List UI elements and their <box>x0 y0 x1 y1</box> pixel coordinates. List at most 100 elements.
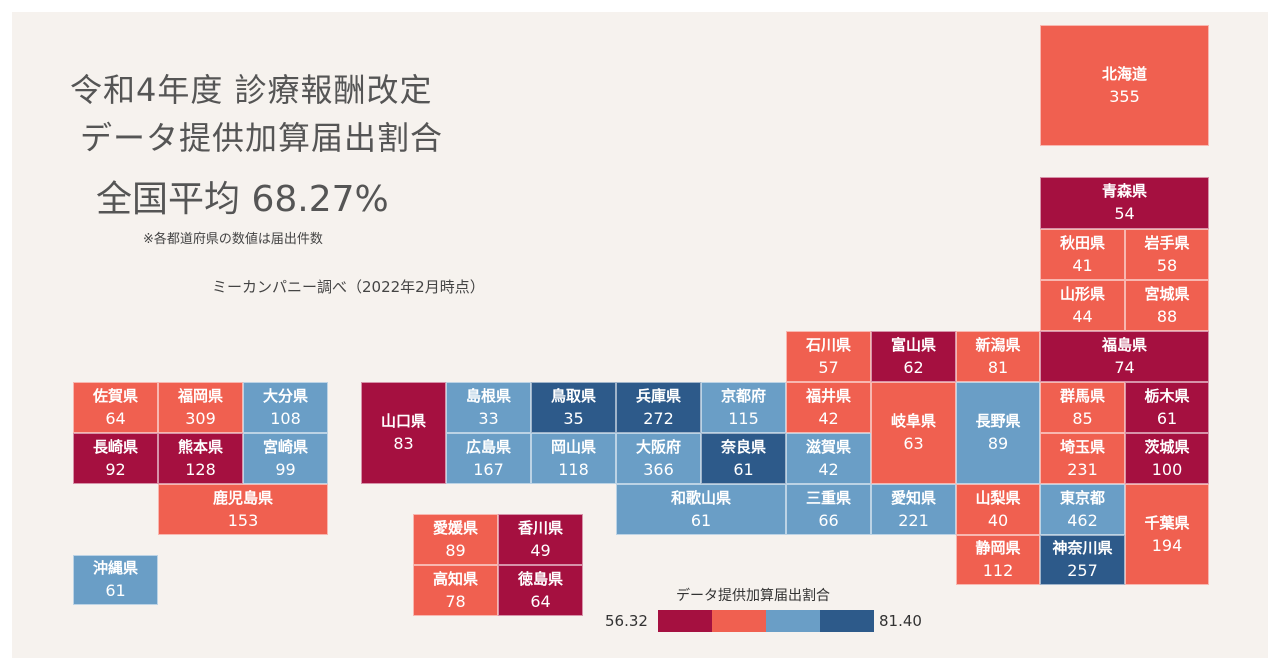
prefecture-tile[interactable]: 山梨県 40 <box>956 484 1040 535</box>
prefecture-tile[interactable]: 北海道 355 <box>1040 25 1209 146</box>
prefecture-count: 78 <box>445 591 466 611</box>
prefecture-name: 富山県 <box>890 335 936 354</box>
legend-title: データ提供加算届出割合 <box>676 588 830 604</box>
prefecture-tile[interactable]: 新潟県 81 <box>956 331 1040 382</box>
prefecture-count: 462 <box>1067 510 1098 530</box>
prefecture-name: 千葉県 <box>1144 513 1190 532</box>
prefecture-tile[interactable]: 愛知県 221 <box>871 484 956 535</box>
prefecture-count: 85 <box>1072 408 1093 428</box>
prefecture-tile[interactable]: 大分県 108 <box>243 382 328 433</box>
prefecture-tile[interactable]: 岡山県 118 <box>531 433 616 484</box>
prefecture-tile[interactable]: 福島県 74 <box>1040 331 1209 382</box>
prefecture-name: 青森県 <box>1101 182 1147 200</box>
prefecture-name: 長崎県 <box>92 437 138 456</box>
prefecture-count: 61 <box>1156 408 1178 428</box>
prefecture-tile[interactable]: 沖縄県 61 <box>73 555 158 605</box>
prefecture-tile[interactable]: 高知県 78 <box>413 565 498 616</box>
prefecture-name: 和歌山県 <box>670 488 731 507</box>
prefecture-tile[interactable]: 愛媛県 89 <box>413 514 498 565</box>
prefecture-count: 42 <box>818 459 839 479</box>
survey-source: ミーカンパニー調べ（2022年2月時点） <box>212 278 485 296</box>
prefecture-name: 長野県 <box>975 412 1021 430</box>
prefecture-tile[interactable]: 大阪府 366 <box>616 433 701 484</box>
count-note: ※各都道府県の数値は届出件数 <box>143 232 323 247</box>
prefecture-count: 66 <box>818 510 839 530</box>
prefecture-tile[interactable]: 鳥取県 35 <box>531 382 616 433</box>
prefecture-tile[interactable]: 秋田県 41 <box>1040 229 1125 280</box>
prefecture-name: 大分県 <box>262 386 308 405</box>
prefecture-tile[interactable]: 岩手県 58 <box>1125 229 1209 280</box>
prefecture-name: 岐阜県 <box>890 412 936 430</box>
prefecture-tile[interactable]: 神奈川県 257 <box>1040 535 1125 585</box>
prefecture-count: 92 <box>105 459 126 479</box>
prefecture-tile[interactable]: 岐阜県 63 <box>871 382 956 484</box>
prefecture-tile[interactable]: 茨城県 100 <box>1125 433 1209 484</box>
prefecture-count: 100 <box>1151 459 1183 479</box>
prefecture-name: 福井県 <box>805 386 851 405</box>
prefecture-count: 64 <box>530 591 551 611</box>
prefecture-tile[interactable]: 山形県 44 <box>1040 280 1125 331</box>
prefecture-name: 埼玉県 <box>1059 437 1105 456</box>
prefecture-count: 355 <box>1109 86 1140 106</box>
prefecture-name: 高知県 <box>432 569 478 588</box>
prefecture-name: 徳島県 <box>517 569 563 588</box>
prefecture-tile[interactable]: 長崎県 92 <box>73 433 158 484</box>
prefecture-tile[interactable]: 島根県 33 <box>446 382 531 433</box>
prefecture-count: 49 <box>530 540 551 560</box>
prefecture-count: 42 <box>818 408 839 428</box>
prefecture-tile[interactable]: 福岡県 309 <box>158 382 243 433</box>
prefecture-tile[interactable]: 徳島県 64 <box>498 565 583 616</box>
prefecture-tile[interactable]: 滋賀県 42 <box>786 433 871 484</box>
prefecture-tile[interactable]: 熊本県 128 <box>158 433 243 484</box>
prefecture-name: 愛媛県 <box>432 518 478 537</box>
prefecture-count: 58 <box>1156 255 1178 275</box>
prefecture-tile[interactable]: 東京都 462 <box>1040 484 1125 535</box>
prefecture-tile[interactable]: 宮崎県 99 <box>243 433 328 484</box>
prefecture-name: 三重県 <box>805 488 851 507</box>
prefecture-name: 京都府 <box>720 386 766 405</box>
prefecture-name: 東京都 <box>1059 488 1105 507</box>
prefecture-name: 静岡県 <box>975 539 1021 557</box>
prefecture-count: 167 <box>473 459 504 479</box>
prefecture-name: 福岡県 <box>177 386 223 405</box>
prefecture-tile[interactable]: 宮城県 88 <box>1125 280 1209 331</box>
legend-swatch-1 <box>658 610 712 632</box>
prefecture-name: 山梨県 <box>975 488 1021 507</box>
prefecture-tile[interactable]: 長野県 89 <box>956 382 1040 484</box>
legend-min: 56.32 <box>605 612 648 630</box>
prefecture-tile[interactable]: 群馬県 85 <box>1040 382 1125 433</box>
prefecture-tile[interactable]: 埼玉県 231 <box>1040 433 1125 484</box>
prefecture-tile[interactable]: 福井県 42 <box>786 382 871 433</box>
prefecture-name: 熊本県 <box>177 437 223 456</box>
prefecture-tile[interactable]: 三重県 66 <box>786 484 871 535</box>
prefecture-name: 佐賀県 <box>92 386 138 405</box>
legend-swatch-3 <box>766 610 820 632</box>
prefecture-tile[interactable]: 青森県 54 <box>1040 177 1209 229</box>
prefecture-tile[interactable]: 広島県 167 <box>446 433 531 484</box>
prefecture-name: 茨城県 <box>1144 437 1190 456</box>
prefecture-tile[interactable]: 山口県 83 <box>361 382 446 484</box>
prefecture-tile[interactable]: 栃木県 61 <box>1125 382 1209 433</box>
prefecture-name: 島根県 <box>465 386 511 405</box>
prefecture-count: 83 <box>393 434 414 453</box>
prefecture-tile[interactable]: 奈良県 61 <box>701 433 786 484</box>
prefecture-name: 沖縄県 <box>92 559 138 577</box>
legend-max: 81.40 <box>879 612 922 630</box>
prefecture-count: 44 <box>1072 306 1093 326</box>
prefecture-count: 63 <box>903 434 924 453</box>
prefecture-tile[interactable]: 兵庫県 272 <box>616 382 701 433</box>
prefecture-count: 88 <box>1156 306 1178 326</box>
prefecture-tile[interactable]: 京都府 115 <box>701 382 786 433</box>
prefecture-tile[interactable]: 石川県 57 <box>786 331 871 382</box>
prefecture-count: 74 <box>1114 357 1135 377</box>
prefecture-tile[interactable]: 静岡県 112 <box>956 535 1040 585</box>
prefecture-tile[interactable]: 和歌山県 61 <box>616 484 786 535</box>
national-average: 全国平均 68.27% <box>96 179 389 220</box>
prefecture-tile[interactable]: 佐賀県 64 <box>73 382 158 433</box>
prefecture-tile[interactable]: 千葉県 194 <box>1125 484 1209 585</box>
prefecture-count: 115 <box>728 408 759 428</box>
prefecture-tile[interactable]: 香川県 49 <box>498 514 583 565</box>
prefecture-tile[interactable]: 鹿児島県 153 <box>158 484 328 535</box>
prefecture-name: 栃木県 <box>1144 386 1190 405</box>
prefecture-tile[interactable]: 富山県 62 <box>871 331 956 382</box>
